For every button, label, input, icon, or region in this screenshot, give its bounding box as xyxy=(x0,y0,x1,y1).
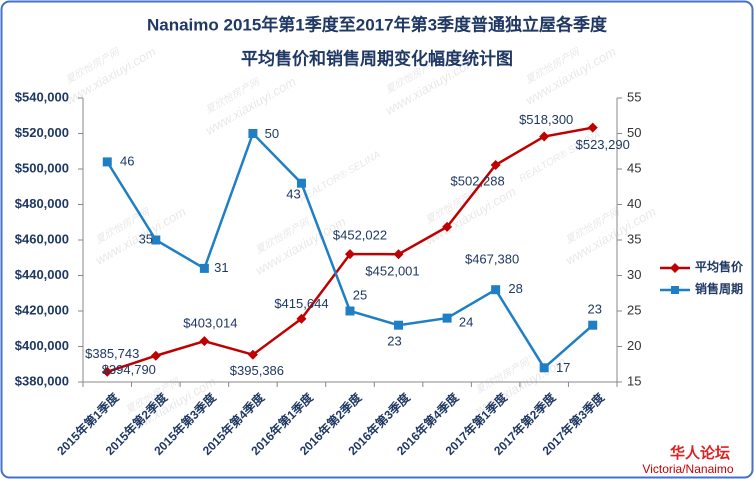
point xyxy=(539,131,550,142)
legend-marker xyxy=(670,263,680,273)
chart-subtitle: 平均售价和销售周期变化幅度统计图 xyxy=(241,48,513,68)
point xyxy=(442,313,452,323)
point xyxy=(442,221,453,232)
point xyxy=(102,157,112,167)
y-tick-label: $420,000 xyxy=(15,302,69,317)
point xyxy=(345,306,355,316)
value-label: 46 xyxy=(120,153,134,168)
point xyxy=(490,159,501,170)
value-label: $523,290 xyxy=(576,137,630,152)
value-label: $394,790 xyxy=(102,362,156,377)
value-label: 35 xyxy=(139,231,153,246)
point xyxy=(587,122,598,133)
y2-tick-label: 35 xyxy=(627,231,641,246)
y-tick-label: $460,000 xyxy=(15,231,69,246)
point xyxy=(150,350,161,361)
value-label: 50 xyxy=(265,126,279,141)
value-label: $385,743 xyxy=(85,346,139,361)
y-tick-label: $400,000 xyxy=(15,338,69,353)
legend-marker xyxy=(671,286,679,294)
y2-tick-label: 20 xyxy=(627,338,641,353)
footer-logo: 华人论坛 xyxy=(670,444,730,462)
value-label: 31 xyxy=(214,260,228,275)
y2-tick-label: 25 xyxy=(627,302,641,317)
value-label: 28 xyxy=(508,281,522,296)
value-label: $452,001 xyxy=(365,264,419,279)
y-tick-label: $480,000 xyxy=(15,196,69,211)
y-tick-label: $380,000 xyxy=(15,373,69,388)
chart-title: Nanaimo 2015年第1季度至2017年第3季度普通独立屋各季度 xyxy=(147,14,608,34)
point xyxy=(394,320,404,330)
value-label: $467,380 xyxy=(465,251,519,266)
y2-tick-label: 45 xyxy=(627,160,641,175)
y-tick-label: $540,000 xyxy=(15,89,69,104)
point xyxy=(151,235,161,245)
point xyxy=(247,349,258,360)
value-label: $395,386 xyxy=(230,363,284,378)
value-label: 25 xyxy=(353,287,367,302)
value-label: 23 xyxy=(587,302,601,317)
y2-tick-label: 55 xyxy=(627,89,641,104)
value-label: $502,288 xyxy=(451,173,505,188)
point xyxy=(491,285,501,295)
point xyxy=(296,178,306,188)
footer-logo-sub: Victoria/Nanaimo xyxy=(642,462,733,476)
value-label: 23 xyxy=(387,334,401,349)
value-label: 43 xyxy=(286,187,300,202)
point xyxy=(393,249,404,260)
legend-label: 销售周期 xyxy=(695,281,743,296)
point xyxy=(199,336,210,347)
y-tick-label: $520,000 xyxy=(15,125,69,140)
value-label: 24 xyxy=(459,315,473,330)
point xyxy=(345,249,355,260)
point xyxy=(199,263,209,273)
value-label: $403,014 xyxy=(183,316,237,331)
point xyxy=(539,363,549,373)
point xyxy=(248,129,258,138)
y2-tick-label: 40 xyxy=(627,196,641,211)
y2-tick-label: 50 xyxy=(627,125,641,140)
value-label: $518,300 xyxy=(519,112,573,127)
value-label: 17 xyxy=(556,360,570,375)
y-tick-label: $500,000 xyxy=(15,160,69,175)
y2-tick-label: 30 xyxy=(627,267,641,282)
legend-label: 平均售价 xyxy=(695,259,744,274)
y2-tick-label: 15 xyxy=(627,373,641,388)
point xyxy=(102,366,113,377)
value-label: $415,644 xyxy=(274,296,328,311)
point xyxy=(296,313,307,324)
point xyxy=(588,320,598,330)
y-tick-label: $440,000 xyxy=(15,267,69,282)
value-label: $452,022 xyxy=(333,228,387,243)
